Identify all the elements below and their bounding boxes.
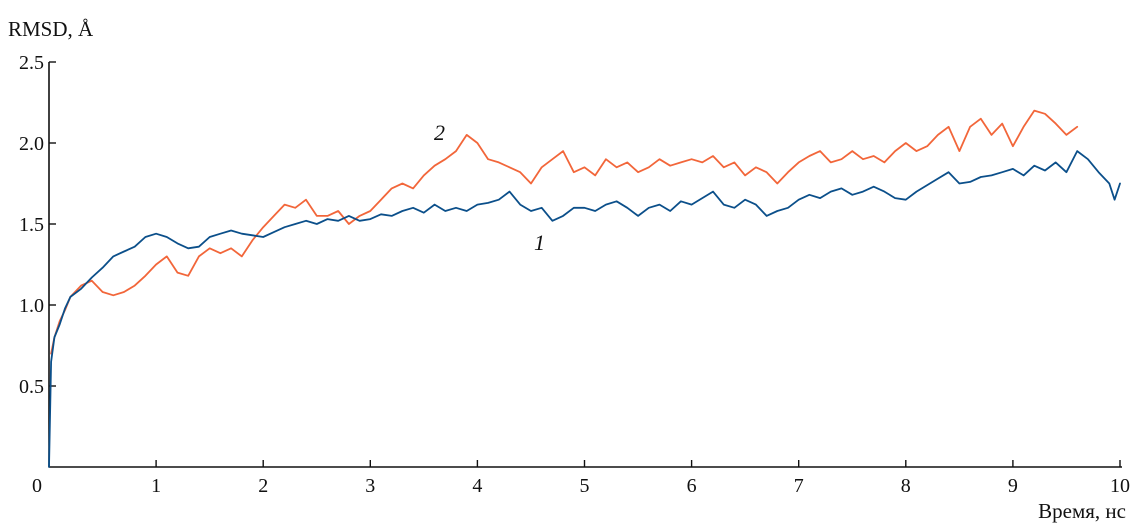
axes bbox=[48, 62, 1122, 468]
x-tick-label: 2 bbox=[258, 475, 268, 497]
x-tick-label: 10 bbox=[1110, 475, 1130, 497]
x-tick-label: 6 bbox=[687, 475, 697, 497]
x-axis-title: Время, нс bbox=[1038, 499, 1126, 523]
y-tick-label: 1.5 bbox=[19, 214, 44, 236]
x-tick-label: 5 bbox=[580, 475, 590, 497]
series-line-1 bbox=[48, 150, 1121, 468]
x-tick-label: 9 bbox=[1008, 475, 1018, 497]
x-tick-label: 7 bbox=[794, 475, 804, 497]
y-tick-label: 2.0 bbox=[19, 133, 44, 155]
series-label-2: 2 bbox=[434, 120, 445, 145]
series-label-1: 1 bbox=[534, 230, 545, 255]
y-tick-label: 0.5 bbox=[19, 376, 44, 398]
x-tick-label: 8 bbox=[901, 475, 911, 497]
x-tick-label: 4 bbox=[472, 475, 482, 497]
series-line-2 bbox=[50, 109, 1079, 355]
x-ticks: 0 1 2 3 4 5 6 7 8 9 10 bbox=[32, 460, 1130, 497]
y-tick-label: 1.0 bbox=[19, 295, 44, 317]
x-tick-label: 3 bbox=[365, 475, 375, 497]
y-axis-title: RMSD, Å bbox=[8, 17, 94, 41]
y-ticks: 0.5 1.0 1.5 2.0 2.5 bbox=[19, 52, 56, 398]
x-tick-label: 1 bbox=[151, 475, 161, 497]
x-tick-label: 0 bbox=[32, 475, 42, 497]
series-layer bbox=[48, 109, 1121, 468]
y-tick-label: 2.5 bbox=[19, 52, 44, 74]
